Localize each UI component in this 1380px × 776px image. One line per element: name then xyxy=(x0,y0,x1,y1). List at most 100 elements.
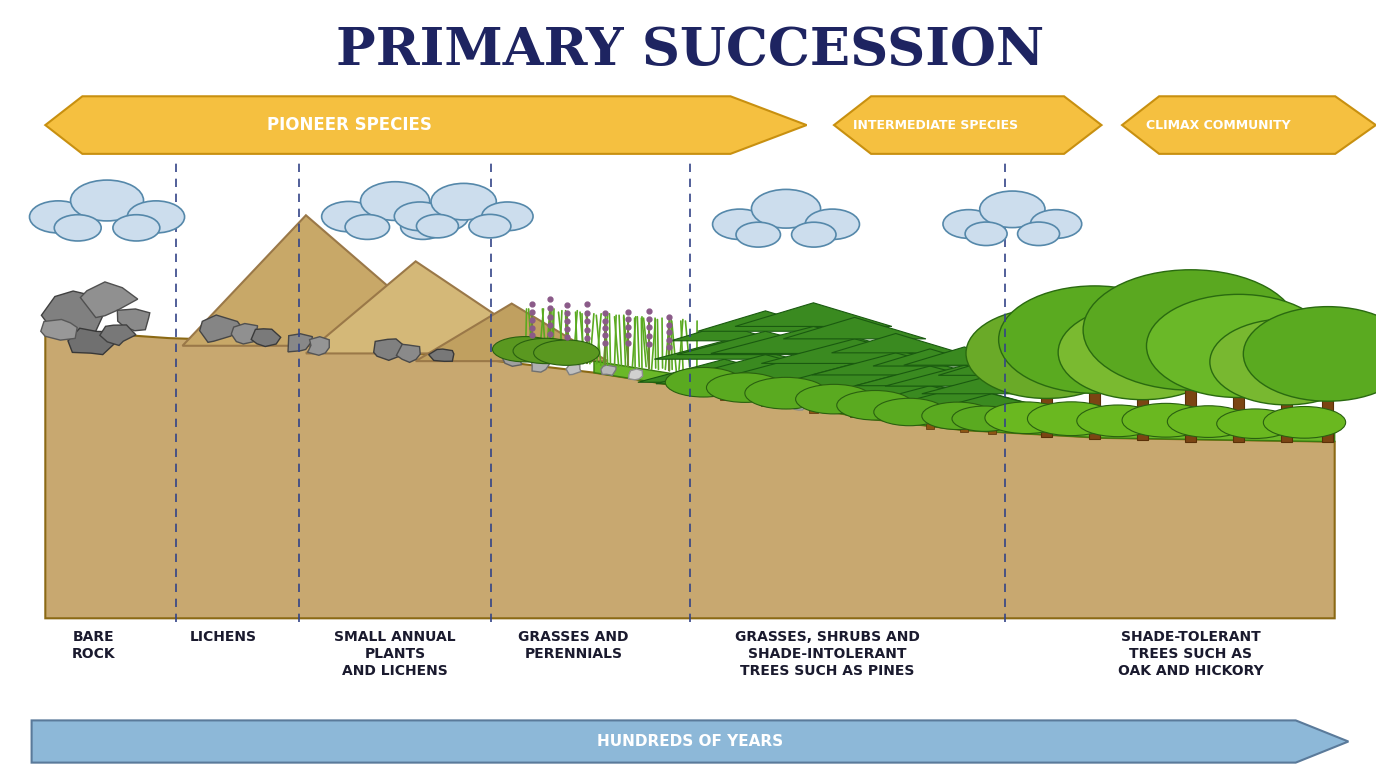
Ellipse shape xyxy=(1263,407,1346,438)
Bar xyxy=(1281,396,1292,442)
Circle shape xyxy=(400,214,446,240)
Circle shape xyxy=(431,183,497,220)
Polygon shape xyxy=(792,375,999,403)
Circle shape xyxy=(1243,307,1380,401)
Circle shape xyxy=(469,214,511,238)
Ellipse shape xyxy=(493,337,559,362)
Circle shape xyxy=(322,202,375,232)
Bar xyxy=(926,411,934,428)
Text: HUNDREDS OF YEARS: HUNDREDS OF YEARS xyxy=(598,734,782,749)
Polygon shape xyxy=(415,303,607,361)
Polygon shape xyxy=(876,410,889,415)
Bar xyxy=(1185,377,1196,442)
Polygon shape xyxy=(671,376,684,388)
Ellipse shape xyxy=(1122,404,1210,437)
Ellipse shape xyxy=(1167,406,1250,438)
Ellipse shape xyxy=(513,338,578,364)
Polygon shape xyxy=(904,347,1025,365)
Polygon shape xyxy=(922,376,1061,393)
Polygon shape xyxy=(676,331,854,355)
Polygon shape xyxy=(99,325,135,345)
Polygon shape xyxy=(628,369,643,379)
Text: CLIMAX COMMUNITY: CLIMAX COMMUNITY xyxy=(1147,119,1290,132)
Polygon shape xyxy=(687,353,940,387)
Circle shape xyxy=(980,191,1045,227)
Polygon shape xyxy=(46,331,1334,618)
Circle shape xyxy=(999,286,1191,393)
Polygon shape xyxy=(867,386,1063,412)
Polygon shape xyxy=(638,359,810,383)
Polygon shape xyxy=(736,303,891,327)
Polygon shape xyxy=(531,358,549,372)
Polygon shape xyxy=(41,291,104,340)
Polygon shape xyxy=(762,339,948,363)
Polygon shape xyxy=(737,393,751,399)
Ellipse shape xyxy=(707,372,784,403)
Circle shape xyxy=(29,201,87,233)
Circle shape xyxy=(360,182,429,220)
Circle shape xyxy=(54,215,101,241)
Bar xyxy=(850,394,858,417)
Circle shape xyxy=(1083,270,1299,390)
Polygon shape xyxy=(740,363,970,394)
Text: PRIMARY SUCCESSION: PRIMARY SUCCESSION xyxy=(335,25,1045,76)
Text: INTERMEDIATE SPECIES: INTERMEDIATE SPECIES xyxy=(853,119,1018,132)
Circle shape xyxy=(127,201,185,233)
Ellipse shape xyxy=(985,402,1067,434)
Ellipse shape xyxy=(952,406,1018,431)
Polygon shape xyxy=(834,96,1101,154)
Bar xyxy=(720,383,729,400)
Circle shape xyxy=(70,180,144,221)
Circle shape xyxy=(1017,222,1060,245)
Circle shape xyxy=(792,222,836,247)
Polygon shape xyxy=(711,327,916,353)
Polygon shape xyxy=(232,324,258,344)
Bar xyxy=(1322,391,1333,442)
Bar xyxy=(809,387,817,413)
Polygon shape xyxy=(306,262,553,353)
Polygon shape xyxy=(46,96,806,154)
Polygon shape xyxy=(593,361,1334,442)
Polygon shape xyxy=(600,365,615,376)
Polygon shape xyxy=(856,366,1005,386)
Polygon shape xyxy=(182,215,457,346)
Polygon shape xyxy=(1122,96,1376,154)
Bar xyxy=(762,384,770,406)
Polygon shape xyxy=(654,341,795,359)
Polygon shape xyxy=(200,315,242,342)
Circle shape xyxy=(414,202,469,232)
Ellipse shape xyxy=(1076,405,1159,437)
Polygon shape xyxy=(784,317,926,339)
Polygon shape xyxy=(874,349,987,366)
Circle shape xyxy=(1031,210,1082,238)
Circle shape xyxy=(966,308,1127,398)
Bar xyxy=(1234,386,1245,442)
Polygon shape xyxy=(80,282,138,317)
Polygon shape xyxy=(68,328,115,355)
Bar xyxy=(1137,390,1148,440)
Bar xyxy=(1041,389,1052,437)
Polygon shape xyxy=(656,355,875,384)
Circle shape xyxy=(943,210,994,238)
Polygon shape xyxy=(117,309,150,331)
Ellipse shape xyxy=(874,398,945,426)
Polygon shape xyxy=(905,393,1078,417)
Circle shape xyxy=(1058,305,1227,400)
Ellipse shape xyxy=(534,340,599,365)
Circle shape xyxy=(805,209,860,240)
Circle shape xyxy=(752,189,821,228)
Polygon shape xyxy=(502,352,522,366)
Ellipse shape xyxy=(796,384,872,414)
Polygon shape xyxy=(832,334,960,353)
Ellipse shape xyxy=(665,368,742,397)
Ellipse shape xyxy=(1028,402,1115,435)
Ellipse shape xyxy=(1217,409,1293,438)
Ellipse shape xyxy=(745,377,827,409)
Polygon shape xyxy=(374,339,408,360)
Polygon shape xyxy=(811,353,980,375)
Circle shape xyxy=(345,214,389,240)
Polygon shape xyxy=(793,404,805,410)
Polygon shape xyxy=(938,359,1045,376)
Text: BARE
ROCK: BARE ROCK xyxy=(72,630,115,661)
Circle shape xyxy=(395,202,446,230)
